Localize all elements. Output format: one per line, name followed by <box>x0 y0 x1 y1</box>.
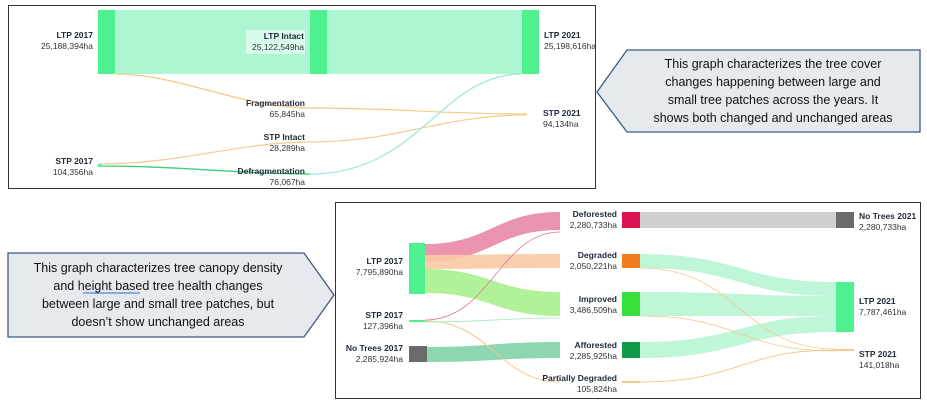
link-improved-stp2021-thin <box>639 315 837 352</box>
label-deforested-name: Deforested <box>573 209 617 219</box>
link-ltp2017-deforested <box>425 212 560 262</box>
label-partially-degraded-name: Partially Degraded <box>542 373 617 383</box>
node-stp2017 <box>98 164 101 167</box>
callout-top-shape <box>596 49 921 133</box>
label-ltp2021-value: 7,787,461ha <box>859 307 907 317</box>
bottom-sankey: LTP 2017 7,795,890ha STP 2017 127,396ha … <box>346 209 917 394</box>
callout-bottom-shape <box>7 252 335 338</box>
label-stp-intact-name: STP Intact <box>264 132 306 142</box>
link-stp2017-defragmentation <box>99 165 311 175</box>
link-degraded-ltp2021 <box>640 254 836 296</box>
label-stp2021-value: 94,134ha <box>543 119 579 129</box>
node-improved <box>622 292 640 316</box>
label-b-ltp2017-value: 7,795,890ha <box>356 267 404 277</box>
label-stp-intact-value: 28,289ha <box>270 143 306 153</box>
callout-top-line-1: This graph characterizes the tree cover <box>665 57 882 71</box>
label-ltp2021-name: LTP 2021 <box>544 30 581 40</box>
link-fragmentation-stp2021 <box>309 107 528 115</box>
label-defragmentation-name: Defragmentation <box>237 166 305 176</box>
node-stp2017 <box>409 320 425 322</box>
label-afforested-value: 2,285,925ha <box>570 351 618 361</box>
node-notrees2021 <box>836 212 854 228</box>
callout-bottom-line-3: between large and small tree patches, bu… <box>42 297 275 311</box>
link-stp2017-partially-degraded <box>424 320 561 383</box>
label-ltp2021-name: LTP 2021 <box>859 296 896 306</box>
node-partially-degraded <box>622 381 640 383</box>
label-ltp-intact-value: 25,122,549ha <box>252 42 304 52</box>
node-ltp2017 <box>409 243 425 294</box>
label-ltp-intact-name: LTP Intact <box>264 31 304 41</box>
link-improved-ltp2021 <box>640 292 836 316</box>
link-stp2017-improved-thin <box>424 317 561 323</box>
link-ltp-intact-ltp2021 <box>327 10 522 74</box>
label-fragmentation-name: Fragmentation <box>246 98 305 108</box>
label-b-notrees2017-name: No Trees 2017 <box>346 343 403 353</box>
label-stp2021-name: STP 2021 <box>543 108 581 118</box>
node-degraded <box>622 254 640 268</box>
label-afforested-name: Afforested <box>574 340 617 350</box>
label-degraded-value: 2,050,221ha <box>570 261 618 271</box>
node-stp2021 <box>836 349 854 351</box>
link-notrees2017-afforested <box>427 342 560 362</box>
label-b-stp2017-value: 127,396ha <box>363 321 403 331</box>
label-ltp-intact-bg <box>246 30 305 54</box>
node-ltp2021 <box>836 282 854 332</box>
label-stp2021-name: STP 2021 <box>859 349 897 359</box>
label-improved-name: Improved <box>579 294 617 304</box>
link-partially-degraded-stp2021 <box>639 349 837 383</box>
label-defragmentation-value: 76,067ha <box>270 177 306 187</box>
link-ltp2017-ltp-intact <box>115 10 310 74</box>
link-stp2017-deforested-thin <box>424 231 561 321</box>
link-stp-intact-stp2021 <box>309 114 528 143</box>
label-stp2021-value: 141,018ha <box>859 360 899 370</box>
callout-top-line-2: changes happening between large and <box>665 75 881 89</box>
link-defragmentation-ltp2021 <box>309 73 523 175</box>
top-sankey: LTP 2017 25,188,394ha LTP Intact 25,122,… <box>41 10 596 187</box>
callout-bottom-line-1: This graph characterizes tree canopy den… <box>34 261 283 275</box>
label-notrees2021-name: No Trees 2021 <box>859 211 916 221</box>
callout-top-line-3: small tree patches across the years. It <box>668 93 879 107</box>
node-deforested <box>622 212 640 228</box>
link-ltp2017-degraded <box>425 254 560 269</box>
node-ltp2017 <box>98 10 115 74</box>
label-b-stp2017-name: STP 2017 <box>365 310 403 320</box>
label-stp2017-name: STP 2017 <box>55 156 93 166</box>
label-partially-degraded-value: 105,824ha <box>577 384 617 394</box>
link-stp2017-stp-intact <box>99 141 311 165</box>
label-fragmentation-value: 65,845ha <box>270 109 306 119</box>
label-ltp2017-name: LTP 2017 <box>56 30 93 40</box>
link-ltp2017-fragmentation <box>114 73 311 109</box>
link-ltp2017-improved <box>425 269 560 316</box>
label-ltp2017-value: 25,188,394ha <box>41 41 93 51</box>
node-afforested <box>622 342 640 358</box>
callout-top: This graph characterizes the tree cover … <box>596 49 921 133</box>
link-afforested-ltp2021 <box>640 316 836 358</box>
label-b-notrees2017-value: 2,285,924ha <box>356 354 404 364</box>
callout-top-line-4: shows both changed and unchanged areas <box>653 111 892 125</box>
label-degraded-name: Degraded <box>578 250 617 260</box>
callout-bottom: This graph characterizes tree canopy den… <box>7 252 335 338</box>
label-stp2017-value: 104,356ha <box>53 167 93 177</box>
label-b-ltp2017-name: LTP 2017 <box>366 256 403 266</box>
label-notrees2021-value: 2,280,733ha <box>859 222 907 232</box>
label-ltp2021-value: 25,198,616ha <box>544 41 596 51</box>
label-deforested-value: 2,280,733ha <box>570 220 618 230</box>
node-ltp2021 <box>522 10 539 74</box>
node-ltp-intact <box>310 10 327 74</box>
callout-bottom-line-2: and height based tree health changes <box>53 279 262 293</box>
link-deforested-notrees2021 <box>640 212 836 228</box>
label-improved-value: 3,486,509ha <box>570 305 618 315</box>
link-degraded-stp2021-thin <box>639 267 837 350</box>
callout-bottom-line-4: doesn’t show unchanged areas <box>71 315 244 329</box>
node-notrees2017 <box>409 346 427 362</box>
